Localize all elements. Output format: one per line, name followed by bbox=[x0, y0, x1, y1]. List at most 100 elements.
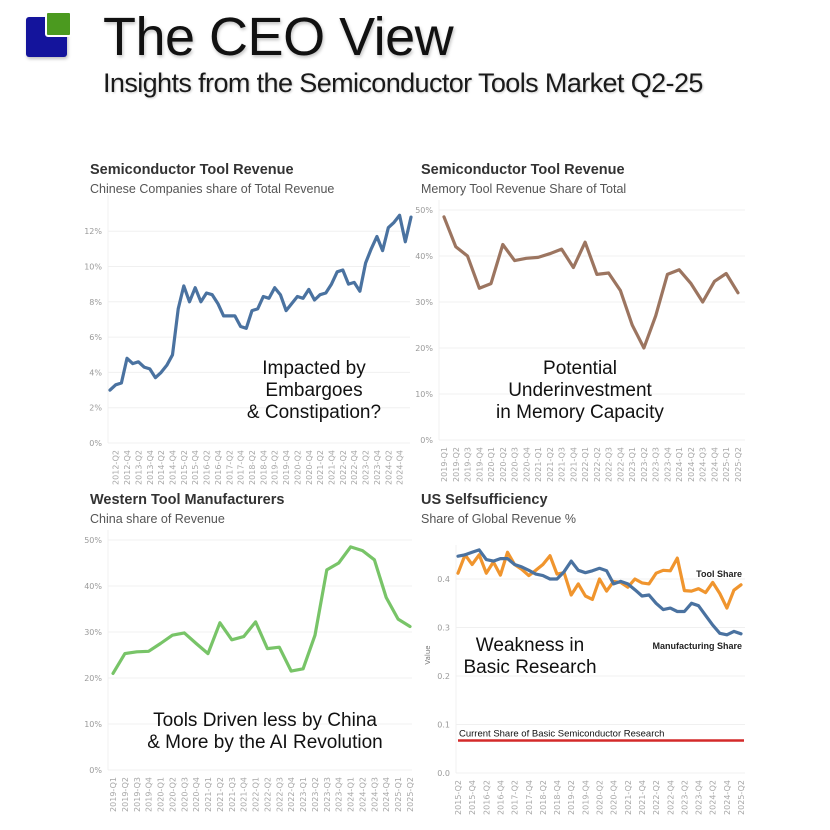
x-tick-label: 2025-Q1 bbox=[394, 777, 403, 812]
x-tick-label: 2024-Q4 bbox=[723, 780, 732, 815]
x-tick-label: 2024-Q2 bbox=[384, 450, 393, 485]
x-tick-label: 2023-Q3 bbox=[652, 447, 661, 482]
x-tick-label: 2020-Q4 bbox=[305, 450, 314, 485]
x-tick-label: 2019-Q4 bbox=[475, 447, 484, 482]
x-tick-label: 2022-Q2 bbox=[263, 777, 272, 812]
y-tick-label: 10% bbox=[84, 263, 102, 272]
x-tick-label: 2021-Q3 bbox=[228, 777, 237, 812]
y-tick-label: 10% bbox=[415, 390, 433, 399]
chart1-annotation-line: Embargoes bbox=[265, 380, 363, 401]
chart1-annotation: Impacted by Embargoes & Constipation? bbox=[234, 358, 394, 424]
chart2-annotation-line: in Memory Capacity bbox=[496, 402, 664, 423]
x-tick-label: 2016-Q4 bbox=[496, 780, 505, 815]
x-tick-label: 2019-Q2 bbox=[121, 777, 130, 812]
x-tick-label: 2024-Q4 bbox=[396, 450, 405, 485]
series-line-tool-share bbox=[456, 550, 743, 610]
y-tick-label: 2% bbox=[89, 404, 102, 413]
x-tick-label: 2023-Q4 bbox=[335, 777, 344, 812]
x-tick-label: 2020-Q2 bbox=[499, 447, 508, 482]
x-tick-label: 2022-Q4 bbox=[350, 450, 359, 485]
x-tick-label: 2014-Q2 bbox=[157, 450, 166, 485]
y-tick-label: 20% bbox=[84, 674, 102, 683]
x-tick-label: 2021-Q4 bbox=[569, 447, 578, 482]
y-tick-label: 0% bbox=[420, 436, 433, 445]
series-line-china-share-western bbox=[111, 545, 412, 676]
x-tick-label: 2017-Q2 bbox=[225, 450, 234, 485]
page-title: The CEO View bbox=[103, 7, 454, 67]
x-tick-label: 2025-Q2 bbox=[737, 780, 746, 815]
x-tick-label: 2018-Q2 bbox=[248, 450, 257, 485]
x-tick-label: 2022-Q3 bbox=[605, 447, 614, 482]
y-tick-label: 0.4 bbox=[437, 575, 450, 584]
x-tick-label: 2019-Q4 bbox=[581, 780, 590, 815]
x-tick-label: 2021-Q1 bbox=[204, 777, 213, 812]
x-tick-label: 2021-Q2 bbox=[546, 447, 555, 482]
x-tick-label: 2024-Q1 bbox=[675, 447, 684, 482]
reference-line-label: Current Share of Basic Semiconductor Res… bbox=[459, 729, 664, 740]
chart4-title: US Selfsufficiency bbox=[421, 492, 548, 508]
y-tick-label: 30% bbox=[84, 628, 102, 637]
x-tick-label: 2022-Q2 bbox=[652, 780, 661, 815]
x-tick-label: 2021-Q4 bbox=[638, 780, 647, 815]
chart1-subtitle: Chinese Companies share of Total Revenue bbox=[90, 182, 335, 196]
y-tick-label: 0% bbox=[89, 766, 102, 775]
x-tick-label: 2023-Q2 bbox=[680, 780, 689, 815]
x-tick-label: 2021-Q4 bbox=[327, 450, 336, 485]
brand-logo bbox=[26, 11, 72, 59]
x-tick-label: 2020-Q2 bbox=[168, 777, 177, 812]
x-tick-label: 2020-Q4 bbox=[522, 447, 531, 482]
chart3-annotation-line: & More by the AI Revolution bbox=[147, 732, 383, 753]
x-tick-label: 2019-Q2 bbox=[271, 450, 280, 485]
y-tick-label: 6% bbox=[89, 333, 102, 342]
x-tick-label: 2019-Q1 bbox=[109, 777, 118, 812]
chart2-title: Semiconductor Tool Revenue bbox=[421, 162, 625, 178]
x-tick-label: 2015-Q2 bbox=[454, 780, 463, 815]
page-subtitle: Insights from the Semiconductor Tools Ma… bbox=[103, 68, 703, 98]
x-tick-label: 2022-Q4 bbox=[287, 777, 296, 812]
x-tick-label: 2021-Q3 bbox=[558, 447, 567, 482]
chart1-annotation-line: & Constipation? bbox=[246, 402, 382, 423]
y-tick-label: 40% bbox=[84, 582, 102, 591]
x-tick-label: 2022-Q1 bbox=[252, 777, 261, 812]
x-tick-label: 2025-Q2 bbox=[406, 777, 415, 812]
x-tick-label: 2024-Q3 bbox=[370, 777, 379, 812]
x-tick-label: 2019-Q1 bbox=[440, 447, 449, 482]
y-tick-label: 30% bbox=[415, 298, 433, 307]
chart3-subtitle: China share of Revenue bbox=[90, 512, 225, 526]
series-line-china-companies-share bbox=[108, 213, 413, 392]
x-tick-label: 2020-Q4 bbox=[192, 777, 201, 812]
chart4-annotation-line: Basic Research bbox=[463, 657, 597, 678]
x-tick-label: 2023-Q1 bbox=[628, 447, 637, 482]
x-tick-label: 2023-Q2 bbox=[362, 450, 371, 485]
x-tick-label: 2025-Q2 bbox=[734, 447, 743, 482]
y-tick-label: 0.3 bbox=[437, 624, 450, 633]
x-tick-label: 2012-Q2 bbox=[112, 450, 121, 485]
x-tick-label: 2021-Q4 bbox=[240, 777, 249, 812]
x-tick-label: 2015-Q2 bbox=[180, 450, 189, 485]
x-tick-label: 2023-Q2 bbox=[640, 447, 649, 482]
series-line-memory-share bbox=[442, 215, 740, 350]
y-tick-label: 0.0 bbox=[437, 769, 450, 778]
x-tick-label: 2024-Q2 bbox=[358, 777, 367, 812]
x-tick-label: 2024-Q4 bbox=[382, 777, 391, 812]
chart2-subtitle: Memory Tool Revenue Share of Total bbox=[421, 182, 627, 196]
x-tick-label: 2019-Q4 bbox=[282, 450, 291, 485]
x-tick-label: 2020-Q1 bbox=[157, 777, 166, 812]
x-tick-label: 2020-Q2 bbox=[293, 450, 302, 485]
x-tick-label: 2020-Q4 bbox=[610, 780, 619, 815]
x-tick-label: 2019-Q3 bbox=[464, 447, 473, 482]
chart3-annotation-line: Tools Driven less by China bbox=[153, 710, 377, 731]
x-tick-label: 2017-Q2 bbox=[511, 780, 520, 815]
y-tick-label: 8% bbox=[89, 298, 102, 307]
x-tick-label: 2014-Q4 bbox=[168, 450, 177, 485]
x-tick-label: 2021-Q1 bbox=[534, 447, 543, 482]
series-label-tool-share: Tool Share bbox=[696, 569, 742, 579]
series-label-manufacturing-share: Manufacturing Share bbox=[652, 641, 742, 651]
y-tick-label: 0% bbox=[89, 439, 102, 448]
x-tick-label: 2016-Q2 bbox=[203, 450, 212, 485]
x-tick-label: 2022-Q2 bbox=[593, 447, 602, 482]
x-tick-label: 2025-Q1 bbox=[722, 447, 731, 482]
x-tick-label: 2021-Q2 bbox=[316, 450, 325, 485]
x-tick-label: 2020-Q1 bbox=[487, 447, 496, 482]
y-axis-title: Value bbox=[424, 645, 432, 664]
